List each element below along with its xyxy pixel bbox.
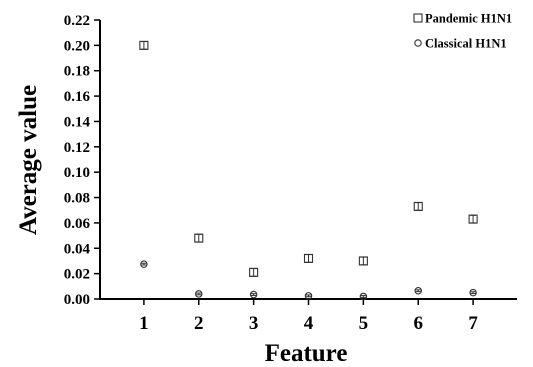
- x-tick-label: 7: [468, 313, 478, 334]
- y-tick-label: 0.00: [64, 292, 90, 308]
- data-point-circle: [140, 260, 148, 268]
- x-tick-label: 1: [139, 313, 149, 334]
- x-tick-label: 6: [413, 313, 423, 334]
- data-point-square: [194, 233, 204, 243]
- y-tick-label: 0.08: [64, 191, 90, 207]
- y-tick-label: 0.20: [64, 38, 90, 54]
- y-axis-title: Average value: [15, 85, 42, 235]
- data-point-square: [303, 253, 314, 263]
- y-tick-label: 0.02: [64, 267, 90, 283]
- x-tick-label: 3: [249, 313, 259, 334]
- data-point-circle: [304, 292, 313, 300]
- series-circle: [140, 260, 477, 301]
- data-point-circle: [249, 290, 258, 299]
- data-point-circle: [469, 288, 477, 297]
- legend-marker-square: [413, 13, 423, 23]
- data-point-circle: [359, 292, 368, 301]
- series-square: [139, 40, 478, 277]
- data-point-square: [358, 256, 368, 266]
- y-tick-label: 0.12: [64, 140, 90, 156]
- data-point-square: [139, 40, 149, 50]
- data-point-circle: [414, 287, 422, 295]
- data-marks: [139, 40, 478, 301]
- x-tick-label: 5: [359, 313, 369, 334]
- x-tick-label: 4: [304, 313, 314, 334]
- y-axis-ticks: 0.00 0.02 0.04 0.06 0.08 0.10 0.12 0.14 0.16 0.18…: [64, 13, 100, 308]
- y-tick-label: 0.14: [64, 114, 91, 130]
- data-point-square: [413, 201, 423, 211]
- data-point-square: [468, 214, 478, 224]
- x-tick-label: 2: [194, 313, 204, 334]
- x-axis-ticks: 1 2 3 4 5 6 7: [139, 299, 478, 334]
- legend-label: Pandemic H1N1: [425, 12, 512, 26]
- y-tick-label: 0.18: [64, 64, 90, 80]
- legend: Pandemic H1N1 Classical H1N1: [413, 12, 512, 51]
- y-tick-label: 0.22: [64, 13, 90, 29]
- legend-marker-circle: [414, 39, 422, 47]
- y-tick-label: 0.16: [64, 89, 91, 105]
- y-tick-label: 0.04: [64, 241, 91, 257]
- y-tick-label: 0.10: [64, 165, 90, 181]
- x-axis-title: Feature: [265, 340, 348, 367]
- legend-label: Classical H1N1: [425, 37, 507, 51]
- data-point-circle: [195, 290, 203, 298]
- y-tick-label: 0.06: [64, 216, 91, 232]
- data-point-square: [249, 267, 259, 277]
